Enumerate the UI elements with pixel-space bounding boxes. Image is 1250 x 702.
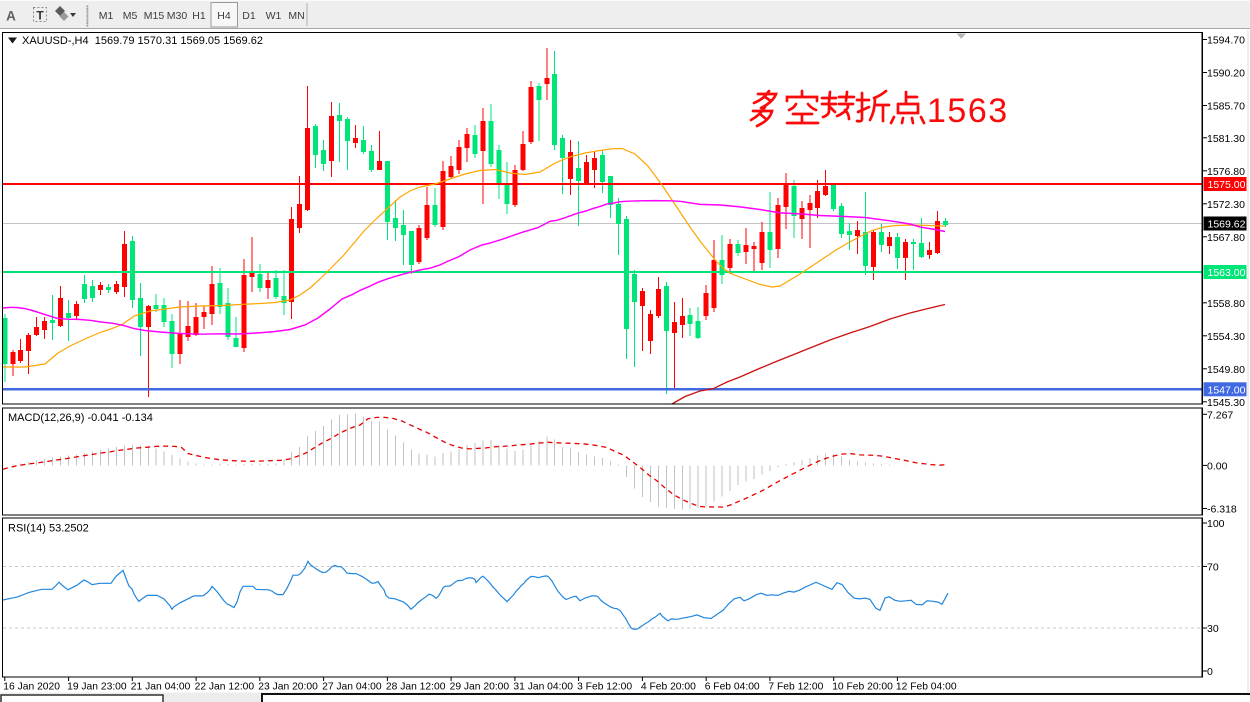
svg-text:RSI(14) 53.2502: RSI(14) 53.2502 (8, 523, 89, 535)
svg-text:MACD(12,26,9) -0.041 -0.134: MACD(12,26,9) -0.041 -0.134 (8, 412, 153, 424)
svg-text:1558.80: 1558.80 (1207, 298, 1245, 310)
svg-text:1569.62: 1569.62 (1208, 219, 1246, 231)
svg-text:-6.318: -6.318 (1207, 504, 1237, 516)
svg-text:M1: M1 (99, 10, 114, 22)
svg-text:7 Feb 12:00: 7 Feb 12:00 (768, 682, 823, 693)
svg-text:W1: W1 (266, 10, 282, 22)
svg-text:30: 30 (1207, 623, 1219, 635)
svg-text:10 Feb 20:00: 10 Feb 20:00 (832, 682, 893, 693)
svg-text:22 Jan 12:00: 22 Jan 12:00 (195, 682, 255, 693)
svg-text:A: A (6, 9, 16, 24)
svg-text:1567.80: 1567.80 (1207, 232, 1245, 244)
svg-text:1563: 1563 (927, 92, 1009, 130)
svg-text:4 Feb 20:00: 4 Feb 20:00 (641, 682, 696, 693)
svg-text:70: 70 (1207, 561, 1219, 573)
svg-text:1575.00: 1575.00 (1208, 179, 1246, 191)
svg-text:T: T (36, 9, 44, 23)
svg-text:1590.20: 1590.20 (1207, 68, 1245, 80)
svg-text:1545.30: 1545.30 (1207, 397, 1245, 409)
svg-text:6 Feb 04:00: 6 Feb 04:00 (705, 682, 760, 693)
svg-text:12 Feb 04:00: 12 Feb 04:00 (896, 682, 957, 693)
svg-text:1549.80: 1549.80 (1207, 364, 1245, 376)
svg-text:M15: M15 (144, 10, 165, 22)
svg-text:28 Jan 12:00: 28 Jan 12:00 (386, 682, 446, 693)
svg-text:1547.00: 1547.00 (1208, 384, 1246, 396)
svg-text:21 Jan 04:00: 21 Jan 04:00 (131, 682, 191, 693)
svg-text:H1: H1 (192, 10, 206, 22)
svg-text:1585.70: 1585.70 (1207, 101, 1245, 113)
svg-text:23 Jan 20:00: 23 Jan 20:00 (258, 682, 318, 693)
svg-text:D1: D1 (242, 10, 256, 22)
svg-text:M5: M5 (123, 10, 138, 22)
svg-text:1581.30: 1581.30 (1207, 133, 1245, 145)
svg-text:19 Jan 23:00: 19 Jan 23:00 (67, 682, 127, 693)
svg-text:1554.30: 1554.30 (1207, 331, 1245, 343)
svg-text:100: 100 (1207, 518, 1225, 530)
svg-text:1572.30: 1572.30 (1207, 199, 1245, 211)
svg-text:27 Jan 04:00: 27 Jan 04:00 (322, 682, 382, 693)
svg-text:3 Feb 12:00: 3 Feb 12:00 (577, 682, 632, 693)
svg-text:7.267: 7.267 (1207, 409, 1233, 421)
svg-text:31 Jan 04:00: 31 Jan 04:00 (513, 682, 573, 693)
svg-text:1594.70: 1594.70 (1207, 35, 1245, 47)
svg-text:29 Jan 20:00: 29 Jan 20:00 (450, 682, 510, 693)
svg-text:1563.00: 1563.00 (1208, 267, 1246, 279)
svg-text:H4: H4 (217, 10, 231, 22)
svg-text:M30: M30 (167, 10, 188, 22)
svg-text:0: 0 (1207, 666, 1213, 678)
svg-text:XAUUSD-,H4 1569.79 1570.31 15: XAUUSD-,H4 1569.79 1570.31 1569.05 1569.… (22, 35, 263, 47)
svg-text:1576.80: 1576.80 (1207, 166, 1245, 178)
svg-text:16 Jan 2020: 16 Jan 2020 (3, 682, 60, 693)
svg-text:0.00: 0.00 (1207, 460, 1228, 472)
svg-text:MN: MN (288, 10, 304, 22)
